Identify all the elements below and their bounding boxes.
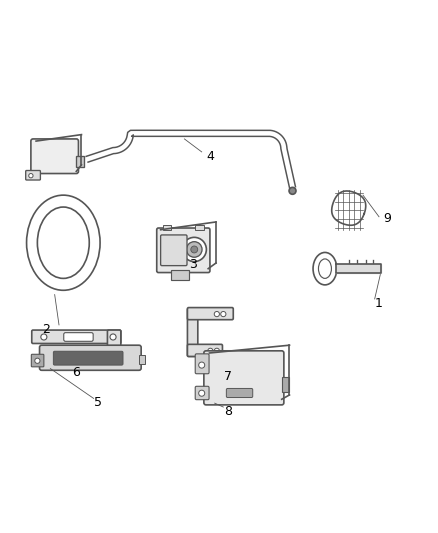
FancyBboxPatch shape <box>226 389 253 398</box>
Polygon shape <box>336 264 381 273</box>
FancyBboxPatch shape <box>195 354 209 374</box>
FancyBboxPatch shape <box>32 330 121 343</box>
Circle shape <box>182 237 206 262</box>
Text: 4: 4 <box>206 150 214 163</box>
FancyBboxPatch shape <box>39 345 141 370</box>
Text: 5: 5 <box>94 396 102 409</box>
Bar <box>282 377 290 392</box>
Circle shape <box>35 358 40 364</box>
FancyBboxPatch shape <box>187 309 198 357</box>
Circle shape <box>29 174 33 178</box>
FancyBboxPatch shape <box>204 351 284 405</box>
Circle shape <box>199 362 205 368</box>
Ellipse shape <box>37 207 89 278</box>
FancyBboxPatch shape <box>187 308 233 320</box>
Bar <box>76 156 84 167</box>
FancyBboxPatch shape <box>157 228 210 272</box>
FancyBboxPatch shape <box>53 351 123 365</box>
FancyBboxPatch shape <box>31 139 78 174</box>
Circle shape <box>214 311 219 317</box>
FancyBboxPatch shape <box>195 386 209 400</box>
Circle shape <box>41 334 47 340</box>
Text: 9: 9 <box>384 213 392 225</box>
Text: 3: 3 <box>189 258 197 271</box>
FancyBboxPatch shape <box>161 235 187 265</box>
Circle shape <box>110 334 116 340</box>
Polygon shape <box>332 191 366 225</box>
Bar <box>163 224 171 230</box>
FancyBboxPatch shape <box>107 330 121 359</box>
Text: 8: 8 <box>224 405 232 418</box>
FancyBboxPatch shape <box>64 333 93 341</box>
Ellipse shape <box>27 195 100 290</box>
Text: 6: 6 <box>72 366 80 379</box>
Text: 2: 2 <box>42 322 50 336</box>
Ellipse shape <box>318 259 332 278</box>
Circle shape <box>289 188 296 195</box>
FancyBboxPatch shape <box>32 354 44 367</box>
Circle shape <box>208 348 213 353</box>
Circle shape <box>199 390 205 396</box>
Ellipse shape <box>313 253 337 285</box>
Bar <box>195 224 204 230</box>
FancyBboxPatch shape <box>187 344 223 357</box>
Circle shape <box>187 241 202 257</box>
FancyBboxPatch shape <box>26 171 40 180</box>
Circle shape <box>214 348 219 353</box>
Circle shape <box>221 311 226 317</box>
Bar <box>171 270 189 280</box>
Text: 1: 1 <box>375 297 383 310</box>
Circle shape <box>191 246 198 253</box>
Text: 7: 7 <box>224 370 232 383</box>
Bar <box>139 355 145 364</box>
